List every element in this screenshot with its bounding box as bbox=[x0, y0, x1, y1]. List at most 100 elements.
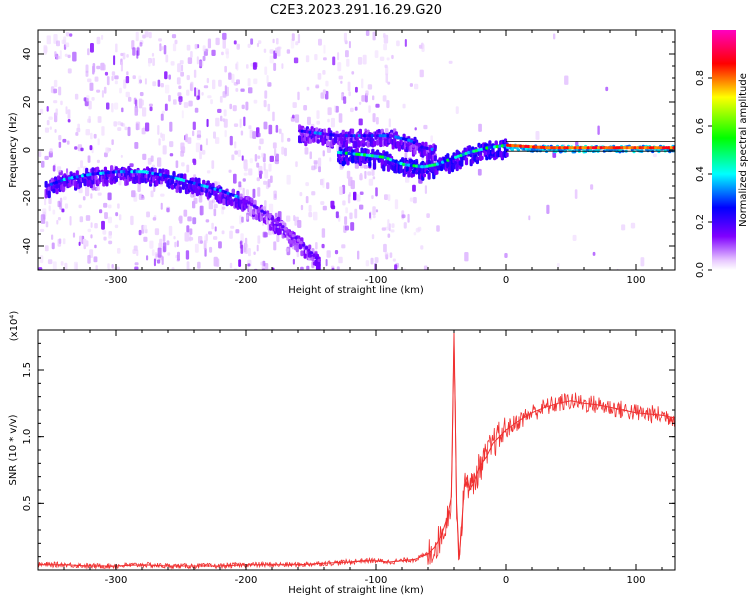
spectrogram-cell bbox=[348, 41, 351, 49]
spectrogram-cell bbox=[337, 62, 342, 72]
spectrogram-cell bbox=[202, 45, 206, 52]
spectrogram-cell bbox=[248, 87, 253, 94]
ridge-core bbox=[365, 153, 370, 157]
spectrogram-cell bbox=[326, 182, 330, 190]
spectrogram-cell bbox=[167, 252, 171, 256]
ridge-core bbox=[114, 170, 119, 174]
spectrogram-cell bbox=[221, 51, 224, 56]
spectrogram-cell bbox=[173, 99, 177, 105]
spectrogram-cell bbox=[242, 178, 246, 182]
spectrogram-cell bbox=[89, 145, 93, 151]
ridge-core bbox=[252, 204, 256, 208]
spectrogram-cell bbox=[150, 190, 154, 198]
spectrogram-cell bbox=[270, 175, 273, 183]
spectrogram-cell bbox=[188, 100, 193, 107]
spectrogram-cell bbox=[94, 76, 99, 82]
spectrogram-cell bbox=[170, 61, 175, 66]
spectrogram-cell bbox=[335, 211, 339, 219]
spectrogram-cell bbox=[90, 222, 93, 228]
spectrogram-cell bbox=[343, 32, 347, 42]
colorbar-label: Normalized spectral amplitude bbox=[738, 73, 749, 227]
spectrogram-cell bbox=[269, 49, 274, 54]
ridge-envelope bbox=[399, 165, 403, 174]
ridge-core bbox=[268, 215, 272, 219]
spectrogram-cell bbox=[139, 99, 144, 106]
ridge-envelope bbox=[262, 206, 267, 211]
spectrogram-cell bbox=[158, 38, 162, 42]
ridge-envelope bbox=[372, 161, 377, 170]
spectrogram-cell bbox=[169, 141, 174, 148]
spectrogram-cell bbox=[316, 120, 321, 125]
spectrogram-cell bbox=[168, 74, 171, 80]
spectrogram-cell bbox=[141, 195, 145, 200]
ridge-envelope bbox=[91, 167, 95, 174]
spectrogram-cell bbox=[49, 148, 53, 154]
spectrogram-cell bbox=[640, 257, 645, 267]
spectrogram-cell bbox=[97, 192, 102, 196]
ridge-envelope bbox=[278, 227, 282, 235]
spectrogram-cell bbox=[47, 259, 53, 265]
ridge-envelope bbox=[316, 139, 320, 144]
spectrogram-cell bbox=[51, 234, 54, 240]
ridge-core bbox=[495, 145, 500, 149]
spectrogram-cell bbox=[40, 228, 45, 232]
spectrogram-cell bbox=[45, 269, 48, 270]
spectrogram-cell bbox=[464, 252, 469, 262]
spectrogram-cell bbox=[221, 230, 225, 235]
spectrogram-cell bbox=[262, 260, 266, 267]
ridge-core bbox=[350, 152, 354, 156]
spectrogram-cell bbox=[152, 81, 157, 87]
spectrogram-cell bbox=[299, 192, 303, 197]
spectrogram-cell bbox=[53, 100, 58, 104]
snr-y-label: SNR (10 * v/v) bbox=[8, 414, 19, 485]
ridge-core bbox=[342, 151, 346, 155]
ridge-core bbox=[313, 131, 318, 135]
ridge-core bbox=[307, 248, 311, 252]
spectrogram-cell bbox=[180, 150, 185, 157]
spectrogram-cell bbox=[291, 33, 295, 41]
spectrogram-cell bbox=[161, 133, 165, 141]
spectrogram-cell bbox=[181, 110, 184, 119]
spectrogram-cell bbox=[244, 162, 248, 172]
spectrogram-cell bbox=[248, 248, 251, 257]
ridge-core bbox=[539, 145, 544, 149]
spectrogram-cell bbox=[39, 255, 44, 264]
ridge-core bbox=[654, 146, 658, 150]
spectrogram-cell bbox=[218, 79, 222, 87]
spectrogram-cell bbox=[200, 144, 203, 151]
spectrogram-cell bbox=[385, 66, 389, 76]
ridge-core bbox=[675, 146, 679, 149]
ridge-core bbox=[430, 163, 435, 167]
spectrogram-cell bbox=[331, 267, 335, 270]
spectrogram-cell bbox=[238, 259, 242, 267]
ridge-envelope bbox=[380, 158, 384, 166]
ridge-core bbox=[425, 164, 429, 168]
ridge-envelope bbox=[488, 140, 492, 147]
ridge-core bbox=[308, 130, 312, 134]
ridge-envelope bbox=[510, 148, 514, 152]
spectrogram-cell bbox=[311, 165, 316, 171]
spectrogram-cell bbox=[358, 118, 363, 126]
spectrogram-cell bbox=[504, 253, 508, 258]
ridge-core bbox=[381, 134, 385, 138]
spectrogram-cell bbox=[322, 150, 325, 157]
spectrogram-cell bbox=[153, 185, 156, 192]
ridge-core bbox=[148, 171, 152, 175]
ridge-core bbox=[112, 170, 116, 174]
spectrogram-cell bbox=[132, 75, 136, 80]
x-tick-label: -200 bbox=[235, 275, 258, 286]
spectrogram-cell bbox=[574, 189, 578, 199]
ridge-core bbox=[255, 206, 259, 210]
x-tick-label: -100 bbox=[365, 275, 388, 286]
ridge-core bbox=[260, 209, 264, 213]
ridge-core bbox=[656, 146, 661, 150]
spectrogram-cell bbox=[178, 99, 182, 105]
ridge-core bbox=[347, 151, 351, 156]
spectrogram-cell bbox=[64, 53, 68, 57]
ridge-core bbox=[630, 146, 635, 150]
spectrogram-cell bbox=[52, 209, 56, 215]
ridge-core bbox=[604, 146, 609, 150]
ridge-envelope bbox=[386, 164, 391, 172]
spectrogram-cell bbox=[330, 200, 335, 209]
ridge-core bbox=[376, 154, 380, 159]
